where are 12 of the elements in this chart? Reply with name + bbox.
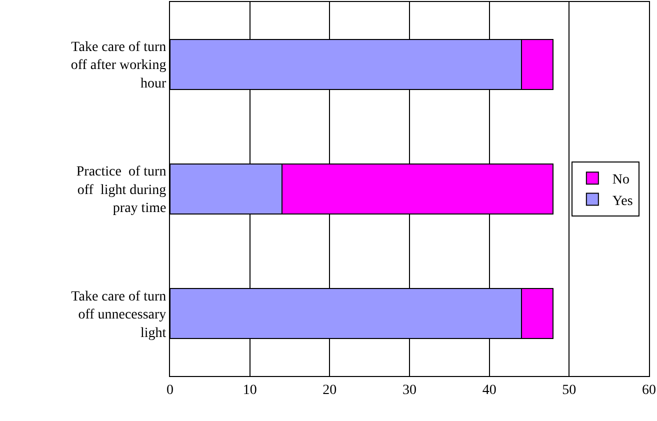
x-tick-label: 40	[482, 382, 496, 398]
y-tick-label: Take care of turn off unnecessary light	[71, 289, 166, 341]
y-tick-label: Practice of turn off light during pray time	[76, 164, 166, 216]
x-tick-label: 60	[642, 382, 656, 398]
legend-label: Yes	[612, 194, 633, 209]
y-tick-label: Take care of turn off after working hour	[70, 40, 167, 92]
x-tick-label: 50	[562, 382, 576, 398]
x-tick-label: 0	[166, 382, 174, 398]
legend-label: No	[612, 172, 630, 188]
x-tick-label: 10	[242, 382, 257, 398]
x-tick-label: 30	[402, 382, 416, 398]
x-tick-label: 20	[322, 382, 337, 398]
